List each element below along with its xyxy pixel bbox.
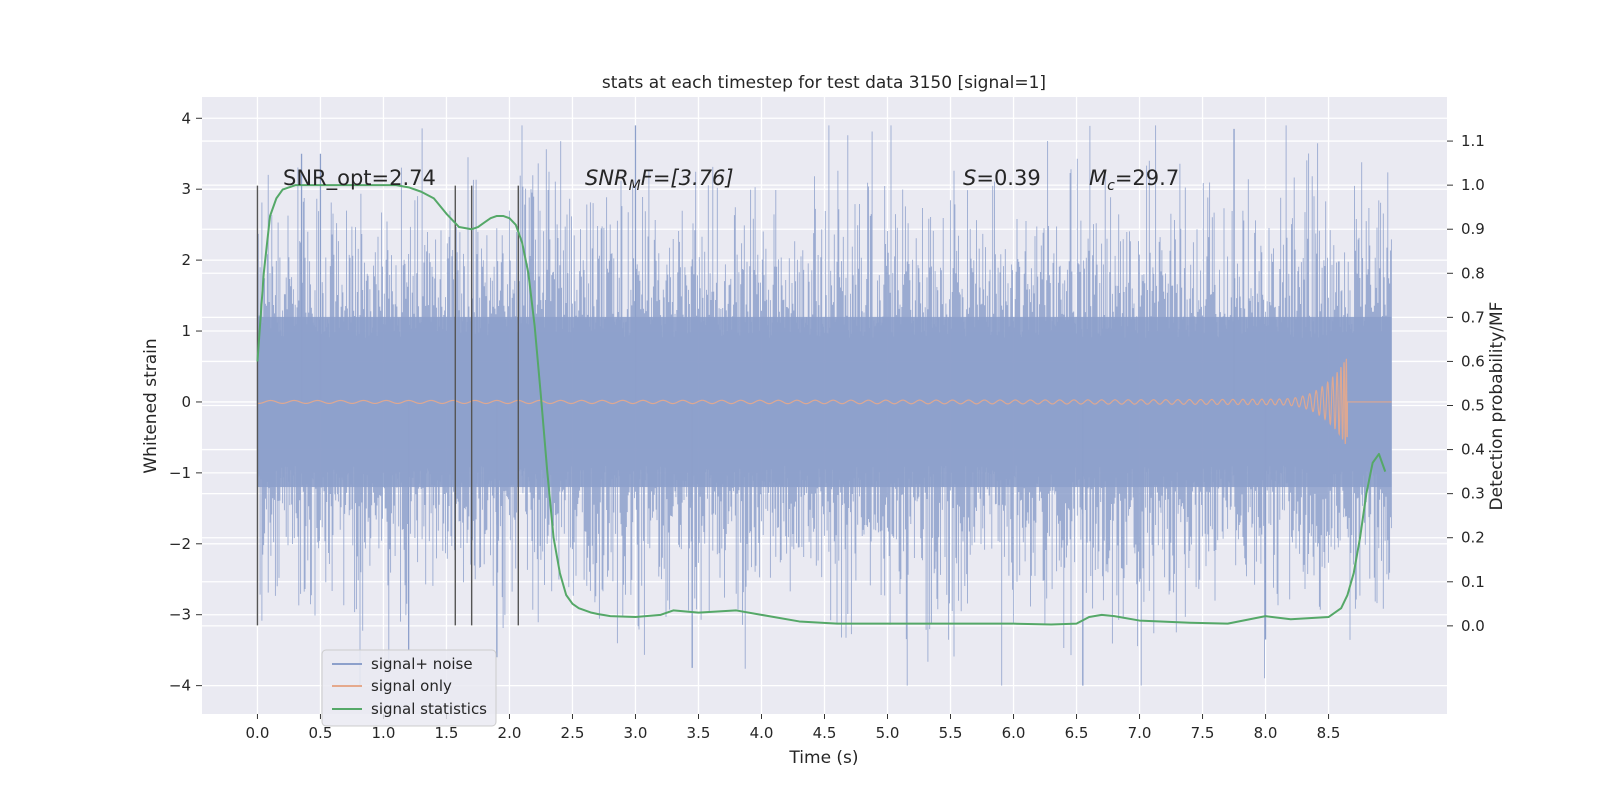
x-tick-label: 0.0 xyxy=(246,724,270,742)
x-tick-label: 0.5 xyxy=(309,724,333,742)
x-tick-label: 5.0 xyxy=(876,724,900,742)
y-left-tick-label: −2 xyxy=(169,535,191,553)
annotation-snr-opt: SNR_opt=2.74 xyxy=(283,166,436,191)
x-tick-label: 5.5 xyxy=(939,724,963,742)
y-right-tick-label: 1.0 xyxy=(1461,176,1485,194)
x-tick-label: 2.5 xyxy=(561,724,585,742)
x-tick-label: 3.5 xyxy=(687,724,711,742)
mc-var: M xyxy=(1089,166,1107,190)
annotation-s: S=0.39 xyxy=(963,166,1041,190)
x-tick-label: 2.0 xyxy=(498,724,522,742)
x-tick-label: 6.0 xyxy=(1002,724,1026,742)
x-tick-label: 1.0 xyxy=(372,724,396,742)
legend-label-signal-only: signal only xyxy=(371,677,452,695)
x-tick-label: 8.0 xyxy=(1254,724,1278,742)
annotation-mc: Mc=29.7 xyxy=(1089,166,1179,194)
snr-mf-base: SNR xyxy=(585,166,629,190)
y-right-tick-label: 0.0 xyxy=(1461,617,1485,635)
y-right-tick-label: 0.9 xyxy=(1461,220,1485,238)
x-tick-label: 7.5 xyxy=(1191,724,1215,742)
legend-label-signal-noise: signal+ noise xyxy=(371,655,473,673)
y-axis-left-ticks: 4 3 2 1 0 −1 −2 −3 −4 xyxy=(169,109,202,695)
y-axis-right-label: Detection probability/MF xyxy=(1487,302,1507,511)
mc-sub: c xyxy=(1107,178,1115,194)
y-left-tick-label: 1 xyxy=(181,322,191,340)
x-axis-ticks: 0.0 0.5 1.0 1.5 2.0 2.5 3.0 3.5 4.0 4.5 5.0 5.5 6.0 6… xyxy=(246,714,1341,742)
y-left-tick-label: 0 xyxy=(181,393,191,411)
y-right-tick-label: 0.2 xyxy=(1461,529,1485,547)
legend-box xyxy=(321,649,497,727)
y-right-tick-label: 0.1 xyxy=(1461,573,1485,591)
x-tick-label: 6.5 xyxy=(1065,724,1089,742)
y-left-tick-label: 3 xyxy=(181,180,191,198)
legend-label-signal-statistics: signal statistics xyxy=(371,700,487,718)
x-tick-label: 7.0 xyxy=(1128,724,1152,742)
signal-only-series xyxy=(257,358,1392,445)
y-left-tick-label: −4 xyxy=(169,677,191,695)
y-right-tick-label: 0.4 xyxy=(1461,441,1485,459)
x-axis-label: Time (s) xyxy=(788,748,858,768)
marker-vlines xyxy=(256,185,519,626)
y-left-tick-label: 2 xyxy=(181,251,191,269)
chart-title: stats at each timestep for test data 315… xyxy=(602,73,1046,93)
y-right-tick-label: 0.8 xyxy=(1461,264,1485,282)
y-left-tick-label: 4 xyxy=(181,109,191,127)
y-right-tick-label: 0.5 xyxy=(1461,397,1485,415)
signal-only-line xyxy=(257,358,1392,445)
y-left-tick-label: −1 xyxy=(169,464,191,482)
signal-statistics-series xyxy=(256,184,1387,626)
x-tick-label: 4.5 xyxy=(813,724,837,742)
snr-mf-rest: F=[3.76] xyxy=(641,166,734,190)
s-value: =0.39 xyxy=(976,166,1040,190)
annotation-snr-mf: SNRMF=[3.76] xyxy=(585,166,734,194)
y-axis-right-ticks: 1.1 1.0 0.9 0.8 0.7 0.6 0.5 0.4 0.3 0.2 0.1 0.0 xyxy=(1447,132,1485,635)
x-tick-label: 1.5 xyxy=(435,724,459,742)
x-tick-label: 8.5 xyxy=(1317,724,1341,742)
s-var: S xyxy=(963,166,976,190)
snr-mf-sub: M xyxy=(629,178,641,194)
y-right-tick-label: 0.3 xyxy=(1461,485,1485,503)
y-right-tick-label: 0.6 xyxy=(1461,352,1485,370)
y-left-tick-label: −3 xyxy=(169,606,191,624)
y-right-tick-label: 1.1 xyxy=(1461,132,1485,150)
x-tick-label: 4.0 xyxy=(750,724,774,742)
y-right-tick-label: 0.7 xyxy=(1461,308,1485,326)
legend: signal+ noise signal only signal statist… xyxy=(321,649,497,727)
mc-value: =29.7 xyxy=(1115,166,1179,190)
signal-statistics-line xyxy=(256,184,1387,626)
x-tick-label: 3.0 xyxy=(624,724,648,742)
y-axis-left-label: Whitened strain xyxy=(141,338,161,473)
